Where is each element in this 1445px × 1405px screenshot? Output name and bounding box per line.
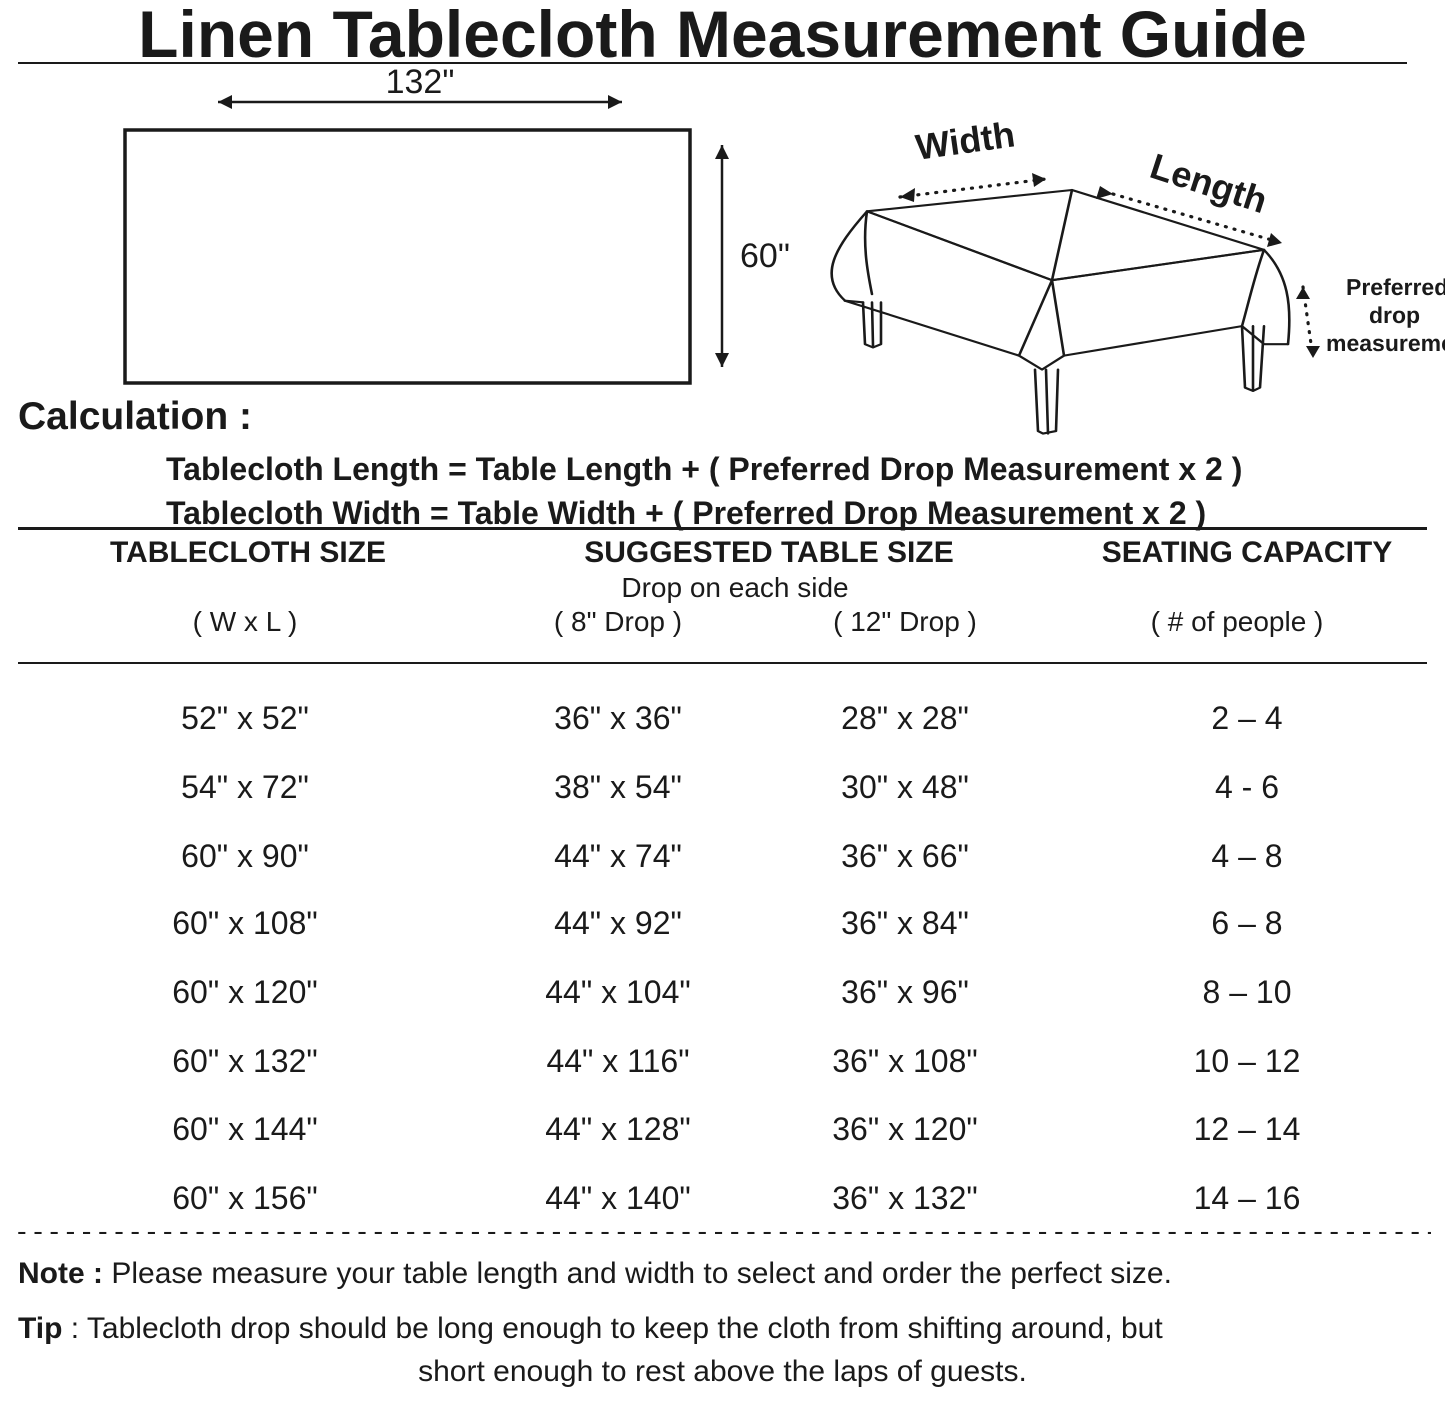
svg-text:drop: drop xyxy=(1369,302,1420,328)
svg-text:132": 132" xyxy=(386,65,455,101)
svg-text:measurement: measurement xyxy=(1326,330,1445,356)
svg-text:Preferred: Preferred xyxy=(1346,274,1445,300)
svg-text:Width: Width xyxy=(913,113,1017,167)
svg-text:60": 60" xyxy=(740,237,790,275)
